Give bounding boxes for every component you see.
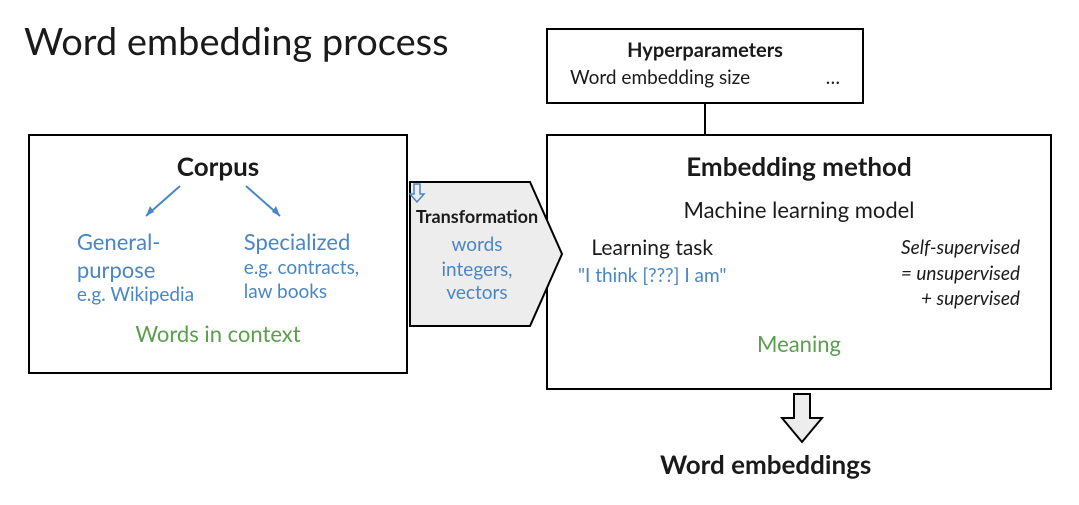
corpus-footer: Words in context [48, 320, 388, 347]
hyper-item-size: Word embedding size [570, 66, 750, 89]
embed-subtitle: Machine learning model [568, 196, 1030, 223]
corpus-left-line2: purpose [77, 256, 194, 284]
corpus-box: Corpus General- purpose e.g. Wikipedia S… [28, 134, 408, 374]
hyper-connector-line [704, 104, 706, 134]
down-arrow-icon [408, 182, 426, 204]
learning-task-label: Learning task [578, 235, 726, 260]
corpus-right-line1: Specialized [244, 228, 359, 256]
corpus-title: Corpus [48, 150, 388, 182]
supervised-line2: = unsupervised [901, 261, 1020, 287]
output-label: Word embeddings [660, 448, 871, 480]
hyper-item-ellipsis: … [826, 66, 840, 89]
transform-input: words [452, 233, 503, 256]
corpus-arrow-left-icon [138, 182, 188, 222]
transformation-arrow: Transformation words integers, vectors [408, 180, 564, 328]
supervised-line1: Self-supervised [901, 235, 1020, 261]
embedding-method-box: Embedding method Machine learning model … [546, 134, 1052, 390]
embed-title: Embedding method [568, 150, 1030, 182]
corpus-arrow-right-icon [240, 182, 290, 222]
embed-footer: Meaning [568, 330, 1030, 357]
page-title: Word embedding process [24, 18, 449, 64]
transform-output: integers, vectors [418, 258, 536, 304]
hyperparameters-box: Hyperparameters Word embedding size … [546, 28, 864, 104]
transform-title: Transformation [416, 205, 538, 227]
corpus-right-example2: law books [244, 280, 359, 305]
learning-task-example: "I think [???] I am" [578, 264, 726, 287]
corpus-left-example: e.g. Wikipedia [77, 283, 194, 308]
corpus-right-example1: e.g. contracts, [244, 256, 359, 281]
supervised-line3: + supervised [901, 286, 1020, 312]
corpus-left-line1: General- [77, 228, 194, 256]
output-arrow-icon [780, 392, 824, 444]
hyper-title: Hyperparameters [562, 38, 848, 62]
